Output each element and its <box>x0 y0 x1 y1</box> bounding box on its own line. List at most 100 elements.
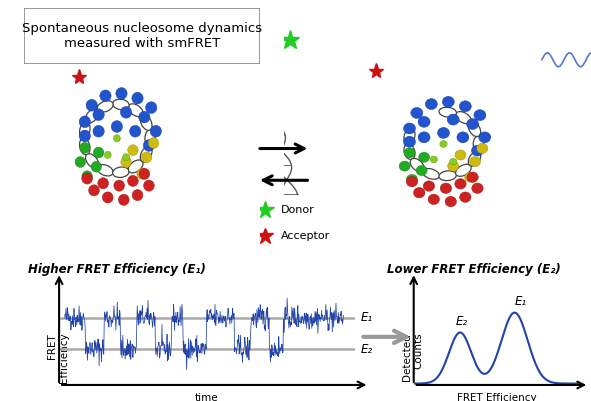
Circle shape <box>128 145 138 156</box>
Ellipse shape <box>456 164 471 176</box>
Circle shape <box>477 143 488 154</box>
Circle shape <box>450 158 457 165</box>
Circle shape <box>82 173 93 184</box>
Circle shape <box>111 121 122 132</box>
Text: FRET Efficiency: FRET Efficiency <box>457 393 536 401</box>
Circle shape <box>418 116 430 127</box>
Circle shape <box>148 138 159 148</box>
Circle shape <box>423 181 434 191</box>
Circle shape <box>411 107 423 118</box>
Circle shape <box>404 136 415 147</box>
Circle shape <box>82 171 92 182</box>
Circle shape <box>457 132 469 143</box>
Circle shape <box>426 99 437 109</box>
Ellipse shape <box>140 115 152 130</box>
Text: Lower FRET Efficiency (E₂): Lower FRET Efficiency (E₂) <box>387 263 561 276</box>
Circle shape <box>132 92 143 104</box>
Ellipse shape <box>468 122 480 136</box>
Ellipse shape <box>113 167 129 178</box>
Circle shape <box>79 116 90 128</box>
Circle shape <box>467 119 479 130</box>
Ellipse shape <box>404 144 415 160</box>
Ellipse shape <box>145 130 155 147</box>
Text: E₁: E₁ <box>515 295 527 308</box>
Circle shape <box>465 172 476 182</box>
Ellipse shape <box>128 160 143 173</box>
Circle shape <box>80 142 90 153</box>
Ellipse shape <box>468 152 480 166</box>
Circle shape <box>139 111 150 123</box>
Ellipse shape <box>98 101 113 112</box>
Ellipse shape <box>423 168 440 179</box>
Ellipse shape <box>80 138 90 155</box>
Circle shape <box>102 192 113 203</box>
Text: E₂: E₂ <box>361 342 373 356</box>
Circle shape <box>139 168 150 179</box>
Ellipse shape <box>113 99 129 110</box>
Circle shape <box>399 161 410 171</box>
Text: Spontaneous nucleosome dynamics
measured with smFRET: Spontaneous nucleosome dynamics measured… <box>22 22 262 50</box>
Circle shape <box>455 150 466 160</box>
Circle shape <box>440 141 447 147</box>
Circle shape <box>447 114 459 125</box>
Circle shape <box>93 147 104 158</box>
Circle shape <box>118 194 129 205</box>
Ellipse shape <box>439 107 456 117</box>
Circle shape <box>132 190 143 200</box>
Ellipse shape <box>128 104 143 117</box>
Circle shape <box>121 157 131 167</box>
Circle shape <box>418 132 430 143</box>
Circle shape <box>75 157 86 167</box>
Circle shape <box>454 178 466 189</box>
Circle shape <box>440 183 452 194</box>
Circle shape <box>122 154 129 161</box>
Circle shape <box>129 126 141 137</box>
Circle shape <box>459 101 471 112</box>
Circle shape <box>469 157 480 167</box>
Circle shape <box>143 140 155 151</box>
Circle shape <box>467 172 478 182</box>
Ellipse shape <box>410 158 424 172</box>
Circle shape <box>418 152 430 162</box>
Ellipse shape <box>439 171 456 180</box>
Circle shape <box>137 168 147 179</box>
Circle shape <box>150 126 161 137</box>
Circle shape <box>91 161 102 172</box>
Circle shape <box>145 102 157 113</box>
Circle shape <box>445 196 456 207</box>
Ellipse shape <box>86 154 99 168</box>
Circle shape <box>460 192 471 203</box>
Circle shape <box>406 176 418 187</box>
Circle shape <box>144 180 154 191</box>
Circle shape <box>86 99 98 111</box>
Circle shape <box>414 188 425 198</box>
FancyBboxPatch shape <box>24 8 260 64</box>
Text: Acceptor: Acceptor <box>281 231 330 241</box>
Text: Donor: Donor <box>281 205 315 215</box>
Ellipse shape <box>404 128 415 144</box>
Ellipse shape <box>98 164 113 176</box>
Circle shape <box>93 126 104 137</box>
Circle shape <box>93 109 104 121</box>
Circle shape <box>98 178 109 189</box>
Circle shape <box>447 161 459 171</box>
Circle shape <box>100 90 111 101</box>
Text: E₂: E₂ <box>456 314 468 328</box>
Circle shape <box>416 166 427 176</box>
Text: E₁: E₁ <box>361 311 373 324</box>
Ellipse shape <box>86 108 99 123</box>
Text: Higher FRET Efficiency (E₁): Higher FRET Efficiency (E₁) <box>28 263 206 276</box>
Circle shape <box>430 156 437 163</box>
Text: time: time <box>195 393 219 401</box>
Y-axis label: Detected
Counts: Detected Counts <box>401 333 423 381</box>
Circle shape <box>116 87 127 99</box>
Circle shape <box>79 130 90 142</box>
Circle shape <box>114 180 125 191</box>
Circle shape <box>113 135 121 142</box>
Circle shape <box>428 194 440 205</box>
Circle shape <box>474 110 486 121</box>
Ellipse shape <box>456 111 471 124</box>
Y-axis label: FRET
Efficiency: FRET Efficiency <box>47 333 69 383</box>
Circle shape <box>141 152 152 163</box>
Circle shape <box>407 174 417 184</box>
